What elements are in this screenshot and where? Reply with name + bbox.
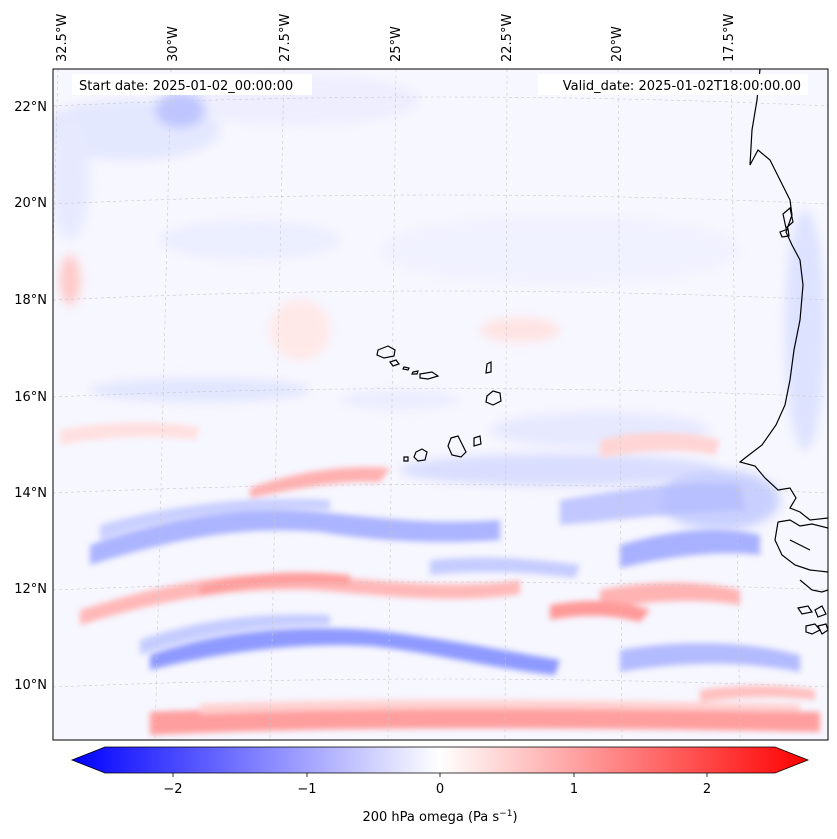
cape-verde-islands — [376, 345, 502, 462]
island-fogo — [413, 448, 428, 462]
map-frame — [52, 68, 829, 741]
lon-label: 30°W — [166, 26, 181, 62]
colorbar-tick-labels: −2 −1 0 1 2 — [163, 782, 711, 797]
lat-label: 10°N — [14, 678, 47, 693]
colorbar-tick-label: −2 — [163, 782, 182, 797]
lat-label: 14°N — [14, 486, 47, 501]
island-santiago — [447, 435, 467, 458]
colorbar-tick-label: 2 — [703, 782, 711, 797]
lon-label: 22.5°W — [500, 14, 515, 62]
colorbar: −2 −1 0 1 2 200 hPa omega (Pa s−1) — [70, 746, 810, 825]
island-sao-nicolau-w — [411, 370, 419, 375]
colorbar-tick-label: 0 — [436, 782, 444, 797]
lat-label: 16°N — [14, 390, 47, 405]
island-boa-vista — [485, 390, 502, 406]
lon-label: 32.5°W — [55, 14, 70, 62]
island-brava — [403, 456, 409, 462]
start-date-text: Start date: 2025-01-02_00:00:00 — [79, 79, 293, 94]
island-maio — [473, 435, 482, 447]
island-sao-vicente — [389, 359, 400, 367]
african-coastline — [738, 69, 828, 635]
colorbar-bar — [70, 746, 810, 774]
lon-label: 27.5°W — [278, 14, 293, 62]
colorbar-tick-label: 1 — [570, 782, 578, 797]
lat-label: 12°N — [14, 582, 47, 597]
map-panel — [53, 69, 828, 740]
longitude-labels: 32.5°W 30°W 27.5°W 25°W 22.5°W 20°W 17.5… — [55, 14, 737, 62]
lon-label: 20°W — [610, 26, 625, 62]
valid-date-text: Valid_date: 2025-01-02T18:00:00.00 — [563, 79, 801, 94]
lon-label: 17.5°W — [722, 14, 737, 62]
lat-label: 18°N — [14, 293, 47, 308]
start-date-box — [72, 74, 312, 95]
colorbar-tick-label: −1 — [297, 782, 316, 797]
island-santo-antao — [376, 345, 396, 359]
island-santa-luzia — [402, 366, 410, 371]
colorbar-label: 200 hPa omega (Pa s−1) — [362, 809, 517, 825]
lat-label: 22°N — [14, 100, 47, 115]
lat-label: 20°N — [14, 196, 47, 211]
island-sao-nicolau — [419, 371, 440, 380]
island-sal — [485, 361, 492, 374]
colorbar-ticks — [172, 773, 708, 777]
gridlines — [53, 69, 828, 740]
lon-label: 25°W — [389, 26, 404, 62]
latitude-labels: 22°N 20°N 18°N 16°N 14°N 12°N 10°N — [14, 100, 47, 693]
valid-date-box — [538, 74, 808, 95]
